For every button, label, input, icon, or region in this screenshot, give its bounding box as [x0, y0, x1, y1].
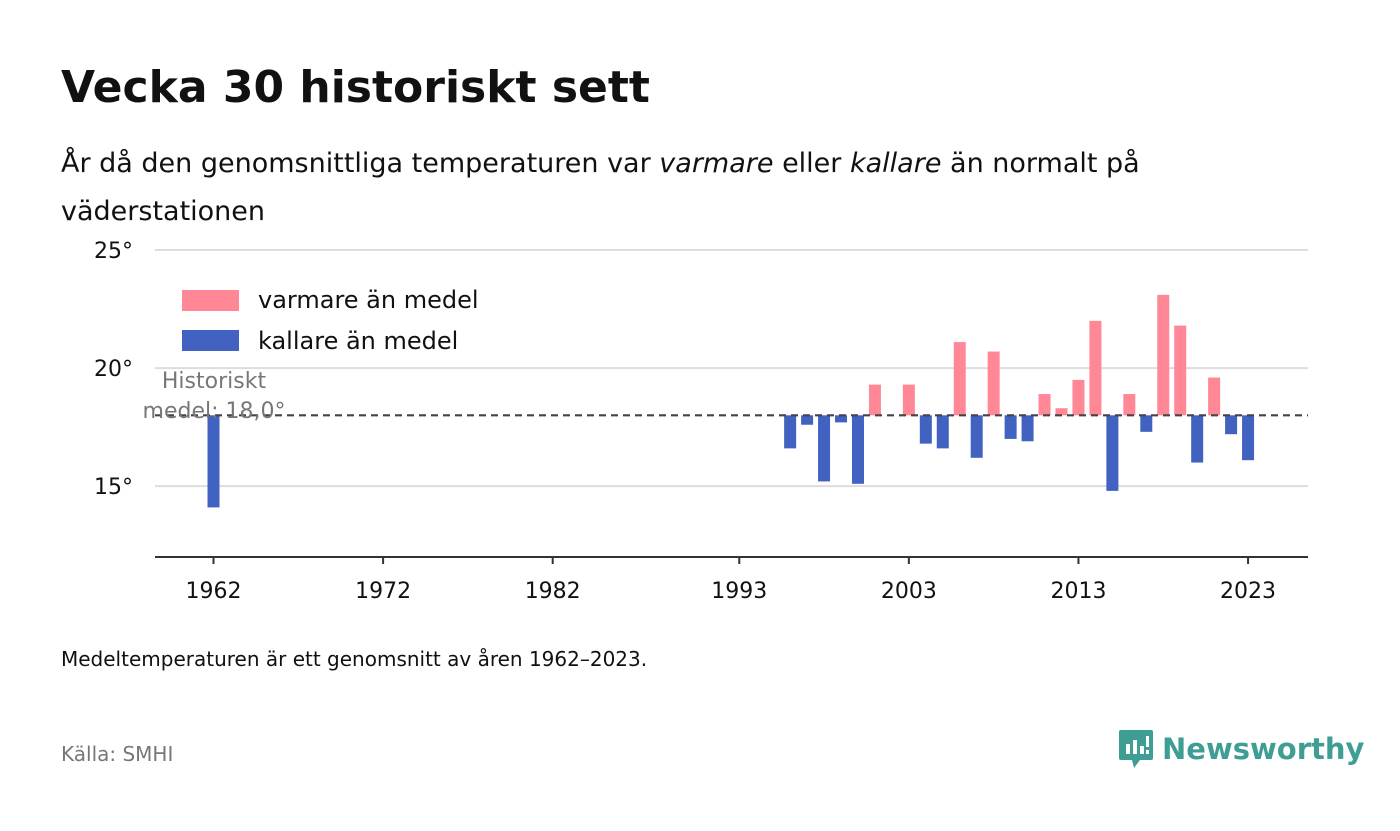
y-tick-label: 15°: [94, 475, 133, 500]
brand-name: Newsworthy: [1162, 732, 1365, 766]
legend-swatch-warm: [182, 290, 239, 311]
bar: [1021, 415, 1034, 442]
x-tick-label: 1972: [355, 579, 411, 604]
bar: [1157, 294, 1170, 416]
bar: [987, 351, 1000, 416]
subtitle-cold-word: kallare: [849, 148, 942, 179]
x-tick-label: 1962: [186, 579, 242, 604]
bar: [970, 415, 983, 458]
x-tick-label: 1982: [525, 579, 581, 604]
bar: [851, 415, 864, 484]
legend: varmare än medel kallare än medel: [182, 284, 508, 355]
y-axis-ticks: 15° 20° 25°: [94, 239, 133, 500]
bar: [1106, 415, 1119, 491]
x-axis: 1962 1972 1982 1993 2003 2013 2023: [155, 556, 1308, 604]
reference-value-label: medel: 18,0°: [143, 399, 286, 424]
brand-logo[interactable]: Newsworthy: [1118, 727, 1364, 771]
bar: [1174, 325, 1187, 416]
bar: [1004, 415, 1017, 439]
legend-gridline-mask: [496, 284, 508, 300]
subtitle-text-3: än normalt på väderstationen: [61, 148, 1140, 227]
bar: [1072, 379, 1085, 416]
bar: [801, 415, 814, 425]
bar: [1089, 320, 1102, 416]
bar: [1140, 415, 1153, 432]
x-tick-label: 2013: [1050, 579, 1106, 604]
newsworthy-logo-icon: [1119, 730, 1153, 768]
legend-label-cold: kallare än medel: [258, 327, 458, 355]
bar: [936, 415, 949, 449]
bars: [207, 294, 1255, 508]
x-tick-label: 1993: [711, 579, 767, 604]
bar: [919, 415, 932, 444]
legend-swatch-cold: [182, 330, 239, 351]
bar: [1123, 394, 1136, 416]
bar: [1055, 408, 1068, 416]
bar: [784, 415, 797, 449]
bar: [953, 342, 966, 416]
subtitle-warm-word: varmare: [659, 148, 774, 179]
subtitle-text-2: eller: [773, 148, 850, 179]
reference-line-group: Historiskt medel: 18,0°: [143, 369, 1308, 424]
chart-title: Vecka 30 historiskt sett: [61, 62, 650, 113]
legend-label-warm: varmare än medel: [258, 286, 479, 314]
bar: [1191, 415, 1204, 463]
footnote: Medeltemperaturen är ett genomsnitt av å…: [61, 647, 648, 671]
y-tick-label: 25°: [94, 239, 133, 264]
bar: [835, 415, 848, 423]
bar: [868, 384, 881, 416]
y-tick-label: 20°: [94, 357, 133, 382]
x-tick-label: 2023: [1220, 579, 1276, 604]
bar: [207, 415, 220, 508]
bar: [1208, 377, 1221, 416]
subtitle-text-1: År då den genomsnittliga temperaturen va…: [61, 148, 660, 179]
reference-label: Historiskt: [162, 369, 267, 394]
bar: [818, 415, 831, 482]
x-tick-label: 2003: [881, 579, 937, 604]
bar: [1038, 394, 1051, 416]
source-text: Källa: SMHI: [61, 742, 174, 766]
bar: [1225, 415, 1238, 435]
chart-subtitle: År då den genomsnittliga temperaturen va…: [61, 140, 1291, 236]
bar: [1242, 415, 1255, 461]
bar: [902, 384, 915, 416]
